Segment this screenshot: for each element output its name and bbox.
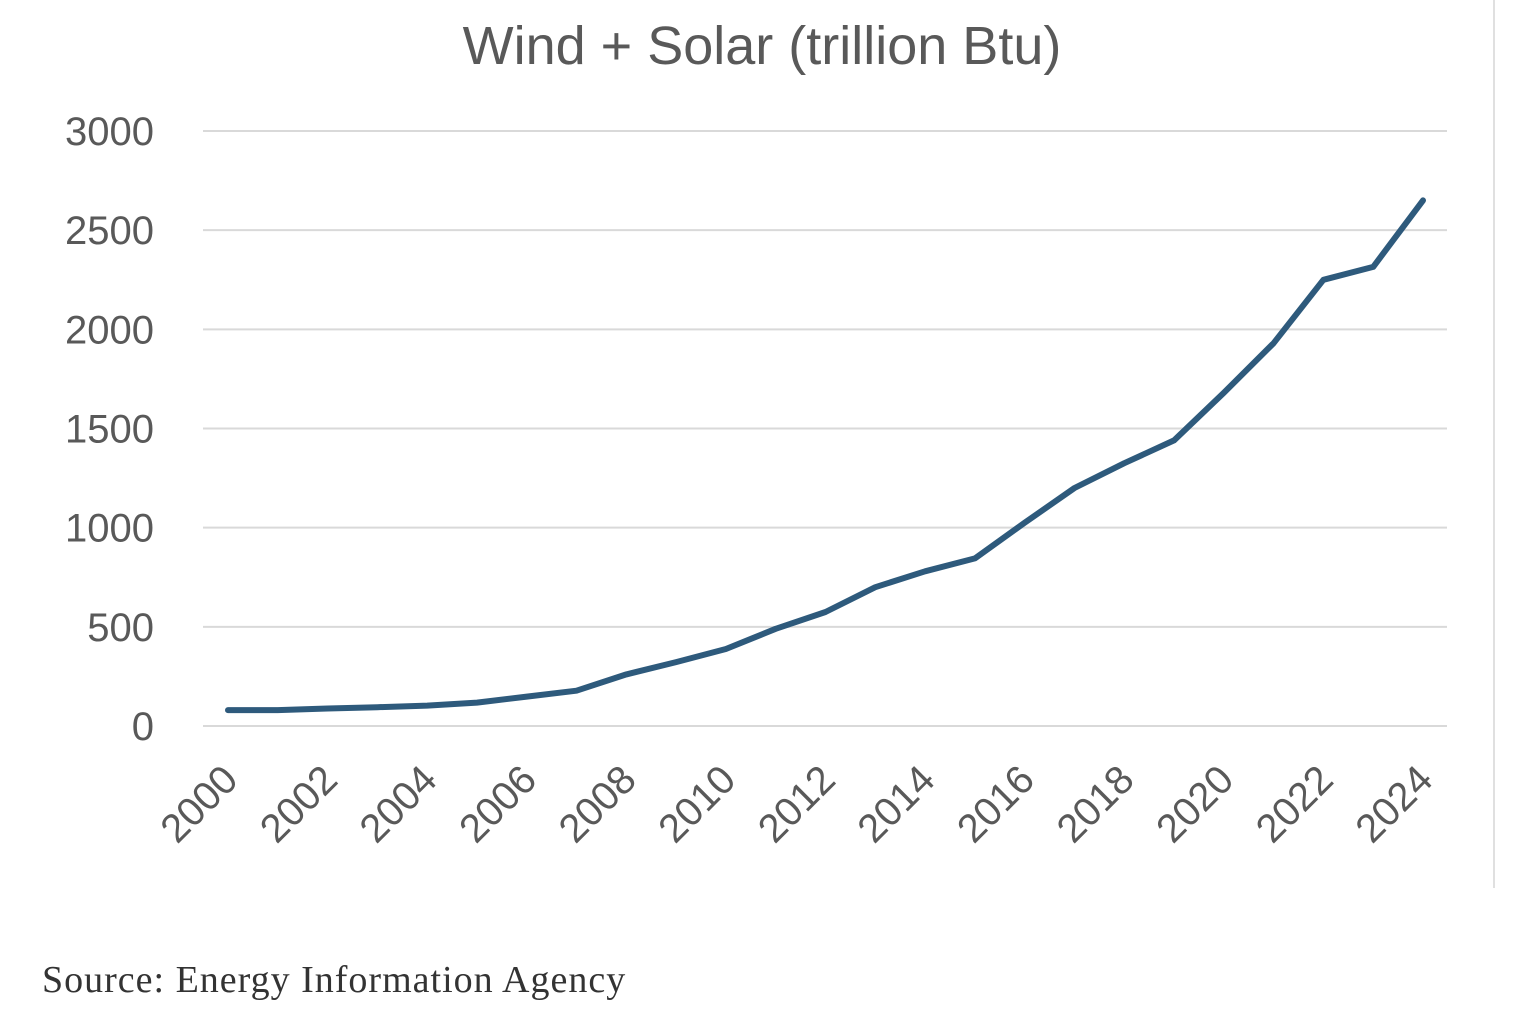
- x-tick-label: 2000: [152, 757, 246, 851]
- y-tick-label: 500: [87, 606, 154, 650]
- x-tick-label: 2014: [849, 757, 943, 851]
- y-tick-label: 2500: [65, 209, 154, 253]
- y-tick-label: 1500: [65, 408, 154, 452]
- x-tick-label: 2002: [252, 757, 346, 851]
- line-chart: Wind + Solar (trillion Btu) 0 500 1000 1500…: [65, 0, 1495, 888]
- x-tick-label: 2008: [551, 757, 645, 851]
- x-tick-label: 2006: [451, 757, 545, 851]
- x-tick-label: 2018: [1049, 757, 1143, 851]
- wind-solar-series-line: [225, 197, 1426, 714]
- x-tick-label: 2012: [750, 757, 844, 851]
- x-tick-label: 2010: [650, 757, 744, 851]
- x-tick-label: 2024: [1347, 757, 1441, 851]
- x-tick-label: 2022: [1248, 757, 1342, 851]
- chart-title: Wind + Solar (trillion Btu): [463, 16, 1062, 76]
- x-tick-label: 2020: [1148, 757, 1242, 851]
- x-tick-label: 2016: [949, 757, 1043, 851]
- y-tick-label: 2000: [65, 308, 154, 352]
- y-tick-label: 1000: [65, 507, 154, 551]
- y-axis-ticks: 0 500 1000 1500 2000 2500 3000: [65, 110, 154, 749]
- y-tick-label: 3000: [65, 110, 154, 154]
- source-note: Source: Energy Information Agency: [42, 959, 627, 1001]
- y-tick-label: 0: [132, 705, 154, 749]
- gridlines: [203, 130, 1447, 727]
- x-tick-label: 2004: [351, 757, 445, 851]
- x-axis-ticks: 2000 2002 2004 2006 2008 2010 2012 2014 2016 2018…: [152, 757, 1441, 851]
